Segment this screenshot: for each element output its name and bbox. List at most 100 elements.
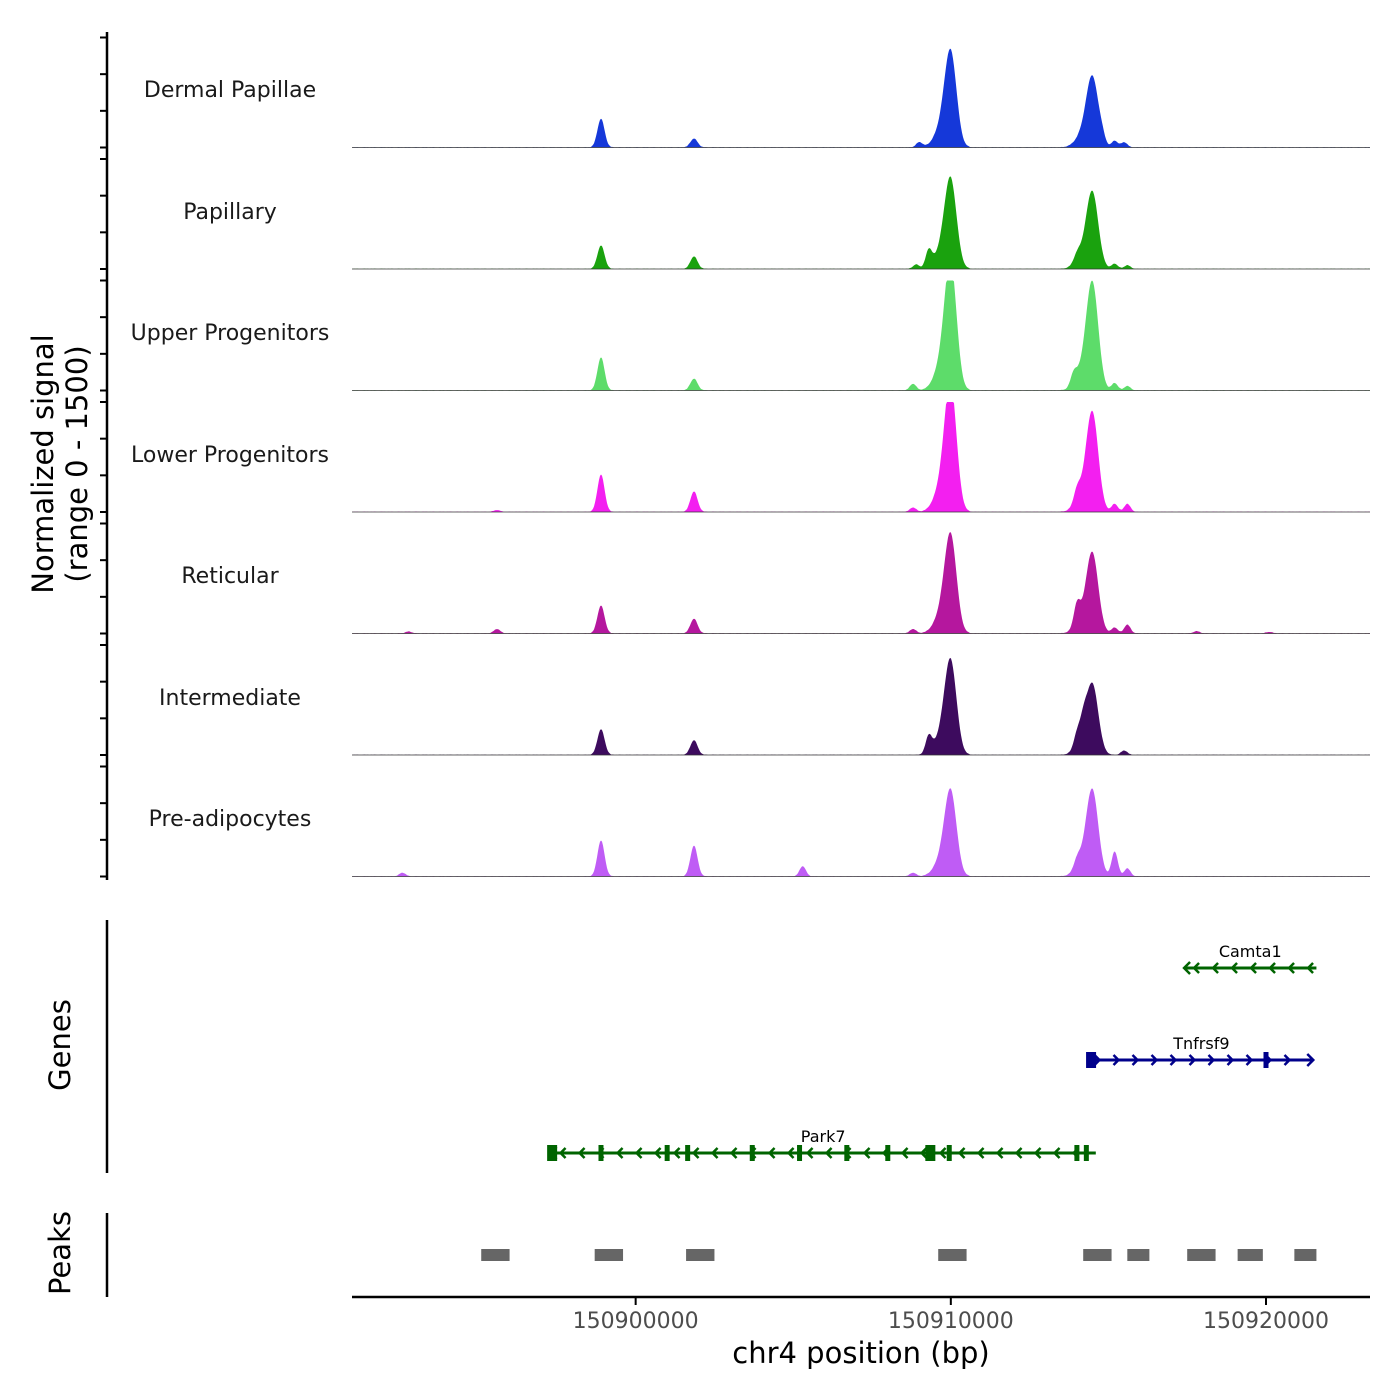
track-signal-area bbox=[352, 532, 1370, 634]
strand-arrow bbox=[1131, 1054, 1140, 1066]
exon bbox=[749, 1145, 755, 1161]
gene-label: Camta1 bbox=[1219, 942, 1282, 961]
coverage-tracks bbox=[352, 48, 1370, 877]
peak-region bbox=[594, 1249, 624, 1261]
strand-arrow bbox=[1211, 962, 1219, 974]
peak-region bbox=[938, 1249, 967, 1261]
strand-arrow bbox=[615, 1147, 624, 1159]
exon bbox=[598, 1145, 604, 1161]
strand-arrow bbox=[577, 1147, 586, 1159]
strand-arrow bbox=[729, 1147, 738, 1159]
strand-arrow bbox=[1112, 1054, 1121, 1066]
strand-arrow bbox=[1207, 1054, 1216, 1066]
track-label: Dermal Papillae bbox=[143, 78, 317, 103]
strand-arrow bbox=[558, 1147, 567, 1159]
strand-arrow bbox=[1093, 1054, 1102, 1066]
strand-arrow bbox=[862, 1147, 871, 1159]
exon bbox=[1263, 1052, 1269, 1068]
strand-arrow bbox=[938, 1147, 947, 1159]
axes: 150900000 150910000 150920000 bbox=[100, 32, 1370, 1334]
gene-park7: Park7 bbox=[547, 1127, 1096, 1161]
track-intermediate bbox=[352, 657, 1370, 756]
track-signal-area bbox=[352, 788, 1370, 877]
track-label: Pre-adipocytes bbox=[148, 807, 312, 832]
strand-arrow bbox=[1268, 962, 1276, 974]
strand-arrow bbox=[1230, 962, 1238, 974]
exon bbox=[1074, 1145, 1080, 1161]
strand-arrow bbox=[1249, 962, 1257, 974]
strand-arrow bbox=[1226, 1054, 1235, 1066]
strand-arrow bbox=[1014, 1147, 1023, 1159]
strand-arrow bbox=[1306, 1053, 1316, 1067]
strand-arrow bbox=[634, 1147, 643, 1159]
strand-arrow bbox=[710, 1147, 719, 1159]
strand-arrow bbox=[767, 1147, 776, 1159]
gene-label: Tnfrsf9 bbox=[1172, 1034, 1229, 1053]
track-signal-area bbox=[352, 402, 1370, 512]
peak-region bbox=[1294, 1249, 1317, 1261]
peak-region bbox=[1083, 1249, 1112, 1261]
track-upper-progenitors bbox=[352, 280, 1370, 391]
exon bbox=[664, 1145, 670, 1161]
strand-arrow bbox=[1188, 1054, 1197, 1066]
genes-panel-title: Genes bbox=[43, 999, 77, 1091]
track-signal-area bbox=[352, 280, 1370, 391]
track-label: Upper Progenitors bbox=[130, 321, 330, 346]
track-papillary bbox=[352, 176, 1370, 270]
y-axis-title: Normalized signal (range 0 - 1500) bbox=[26, 284, 94, 644]
strand-arrow bbox=[1182, 961, 1191, 975]
gene-label: Park7 bbox=[801, 1127, 846, 1146]
strand-arrow bbox=[824, 1147, 833, 1159]
track-label: Lower Progenitors bbox=[131, 443, 329, 468]
track-lower-progenitors bbox=[352, 402, 1370, 513]
track-signal-area bbox=[352, 176, 1370, 269]
strand-arrow bbox=[672, 1147, 681, 1159]
track-dermal-papillae bbox=[352, 48, 1370, 148]
gene-tnfrsf9: Tnfrsf9 bbox=[1086, 1034, 1316, 1068]
track-reticular bbox=[352, 532, 1370, 634]
strand-arrow bbox=[691, 1147, 700, 1159]
exon bbox=[1083, 1145, 1089, 1161]
y-axis-title-line2: (range 0 - 1500) bbox=[60, 345, 94, 583]
x-axis-title: chr4 position (bp) bbox=[732, 1336, 990, 1370]
track-label: Papillary bbox=[183, 200, 277, 225]
strand-arrow bbox=[976, 1147, 985, 1159]
gene-camta1: Camta1 bbox=[1182, 942, 1317, 975]
track-pre-adipocytes bbox=[352, 788, 1370, 877]
peak-region bbox=[1127, 1249, 1150, 1261]
peak-region bbox=[1237, 1249, 1263, 1261]
x-tick-label: 150910000 bbox=[888, 1309, 1014, 1334]
strand-arrow bbox=[805, 1147, 814, 1159]
track-label: Reticular bbox=[181, 564, 279, 589]
exon bbox=[925, 1145, 936, 1161]
strand-arrow bbox=[1283, 1054, 1292, 1066]
peak-region bbox=[1187, 1249, 1216, 1261]
strand-arrow bbox=[900, 1147, 909, 1159]
strand-arrow bbox=[919, 1147, 928, 1159]
peaks-panel bbox=[481, 1249, 1317, 1261]
strand-arrow bbox=[1245, 1054, 1254, 1066]
peak-region bbox=[481, 1249, 510, 1261]
track-signal-area bbox=[352, 48, 1370, 148]
x-tick-label: 150920000 bbox=[1203, 1309, 1329, 1334]
exon bbox=[946, 1145, 952, 1161]
strand-arrow bbox=[1169, 1054, 1178, 1066]
y-axis-title-line1: Normalized signal bbox=[26, 334, 60, 594]
strand-arrow bbox=[1052, 1147, 1061, 1159]
x-tick-label: 150900000 bbox=[573, 1309, 699, 1334]
track-signal-area bbox=[352, 657, 1370, 755]
exon bbox=[547, 1145, 558, 1161]
strand-arrow bbox=[1033, 1147, 1042, 1159]
track-label: Intermediate bbox=[159, 686, 301, 711]
peak-region bbox=[686, 1249, 715, 1261]
strand-arrow bbox=[786, 1147, 795, 1159]
strand-arrow bbox=[995, 1147, 1004, 1159]
strand-arrow bbox=[1287, 962, 1295, 974]
genes-panel: Camta1 Tnfrsf9 Park7 bbox=[547, 942, 1317, 1161]
strand-arrow bbox=[1192, 962, 1200, 974]
exon bbox=[797, 1145, 803, 1161]
strand-arrow bbox=[1150, 1054, 1159, 1066]
strand-arrow bbox=[653, 1147, 662, 1159]
exon bbox=[685, 1145, 691, 1161]
